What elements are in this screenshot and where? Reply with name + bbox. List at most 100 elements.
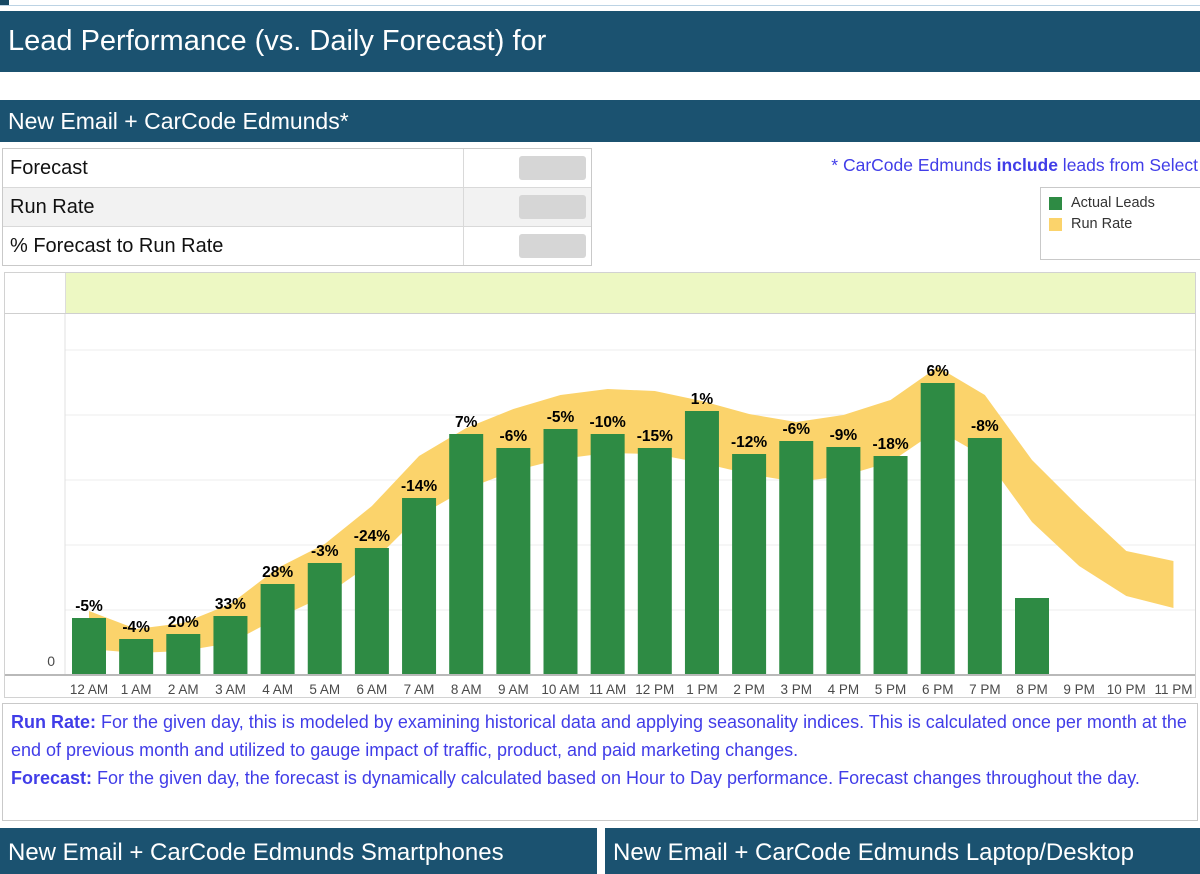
x-tick-label: 8 PM bbox=[1016, 682, 1048, 697]
bar-2-pm[interactable] bbox=[732, 454, 767, 675]
bar-label: -8% bbox=[971, 418, 999, 435]
x-tick-label: 1 PM bbox=[686, 682, 718, 697]
x-tick-label: 11 PM bbox=[1154, 682, 1192, 697]
bar-label: 7% bbox=[455, 414, 478, 431]
x-tick-label: 6 AM bbox=[357, 682, 388, 697]
bar-label: 1% bbox=[691, 391, 714, 408]
bar-label: -6% bbox=[500, 428, 528, 445]
footnote-bold: include bbox=[996, 155, 1058, 175]
definitions-note: Run Rate: For the given day, this is mod… bbox=[2, 703, 1198, 821]
x-tick-label: 8 AM bbox=[451, 682, 482, 697]
run-rate-definition: Run Rate: For the given day, this is mod… bbox=[11, 708, 1189, 764]
row-label: % Forecast to Run Rate bbox=[3, 227, 464, 265]
redacted-value bbox=[519, 156, 586, 180]
run-rate-swatch bbox=[1049, 217, 1062, 231]
bar-6-am[interactable] bbox=[354, 548, 389, 675]
bar-label: -24% bbox=[354, 528, 390, 545]
bar-label: -4% bbox=[122, 619, 150, 636]
x-tick-label: 12 AM bbox=[70, 682, 108, 697]
bar-6-pm[interactable] bbox=[920, 383, 955, 675]
bar-5-pm[interactable] bbox=[873, 456, 908, 675]
x-tick-label: 2 PM bbox=[733, 682, 765, 697]
bar-label: -18% bbox=[872, 436, 908, 453]
bar-11-am[interactable] bbox=[590, 434, 625, 675]
top-divider-line bbox=[0, 5, 1200, 6]
bar-label: 20% bbox=[168, 614, 199, 631]
x-tick-label: 11 AM bbox=[589, 682, 626, 697]
table-row-pct-forecast-to-run-rate: % Forecast to Run Rate bbox=[3, 227, 591, 265]
x-tick-label: 12 PM bbox=[635, 682, 674, 697]
footnote-prefix: * CarCode Edmunds bbox=[831, 155, 997, 175]
x-tick-label: 10 PM bbox=[1107, 682, 1146, 697]
bar-3-am[interactable] bbox=[213, 616, 248, 675]
footnote-suffix: leads from Select bbox=[1057, 155, 1198, 175]
bar-5-am[interactable] bbox=[307, 563, 342, 675]
summary-table: Forecast Run Rate % Forecast to Run Rate bbox=[2, 148, 592, 266]
chart-legend: Actual Leads Run Rate bbox=[1040, 187, 1200, 260]
bar-4-am[interactable] bbox=[260, 584, 295, 675]
x-tick-label: 5 AM bbox=[309, 682, 340, 697]
redacted-value bbox=[519, 234, 586, 258]
x-tick-label: 1 AM bbox=[121, 682, 152, 697]
x-tick-label: 6 PM bbox=[922, 682, 954, 697]
bar-12-am[interactable] bbox=[72, 618, 106, 675]
bar-7-am[interactable] bbox=[402, 498, 437, 675]
bar-label: -5% bbox=[547, 409, 575, 426]
bar-8-pm[interactable] bbox=[1015, 598, 1049, 675]
bar-1-pm[interactable] bbox=[684, 411, 719, 675]
bar-label: 28% bbox=[262, 564, 293, 581]
chart-corner-cell bbox=[5, 273, 66, 313]
bar-label: -9% bbox=[830, 427, 858, 444]
row-label: Forecast bbox=[3, 149, 464, 187]
x-tick-label: 2 AM bbox=[168, 682, 199, 697]
x-tick-label: 4 AM bbox=[262, 682, 293, 697]
x-tick-label: 7 PM bbox=[969, 682, 1001, 697]
actual-leads-swatch bbox=[1049, 196, 1062, 210]
legend-label: Actual Leads bbox=[1071, 195, 1155, 211]
table-row-run-rate: Run Rate bbox=[3, 188, 591, 227]
x-tick-label: 3 PM bbox=[780, 682, 812, 697]
redacted-value bbox=[519, 195, 586, 219]
chart-header-row bbox=[5, 273, 1195, 314]
legend-item-actual-leads[interactable]: Actual Leads bbox=[1049, 195, 1200, 211]
bar-3-pm[interactable] bbox=[779, 441, 814, 675]
legend-label: Run Rate bbox=[1071, 216, 1133, 232]
x-tick-label: 4 PM bbox=[828, 682, 860, 697]
bar-10-am[interactable] bbox=[543, 429, 578, 675]
x-tick-label: 7 AM bbox=[404, 682, 435, 697]
run-rate-band[interactable] bbox=[89, 367, 1174, 653]
chart-svg: -5% -4% 20% 33% 28% -3% -24% -14% 7% -6% -5% -10% -1… bbox=[5, 314, 1195, 697]
row-value-cell bbox=[464, 227, 591, 265]
row-label: Run Rate bbox=[3, 188, 464, 226]
top-left-artifact bbox=[0, 0, 9, 6]
y-tick-zero: 0 bbox=[47, 653, 55, 669]
forecast-definition: Forecast: For the given day, the forecas… bbox=[11, 764, 1189, 792]
chart-highlight-band bbox=[66, 273, 1195, 313]
x-tick-label: 10 AM bbox=[541, 682, 579, 697]
bar-7-pm[interactable] bbox=[967, 438, 1002, 675]
bar-9-am[interactable] bbox=[496, 448, 531, 675]
run-rate-term: Run Rate: bbox=[11, 712, 96, 732]
section-title: New Email + CarCode Edmunds* bbox=[0, 100, 1200, 142]
bar-label: -10% bbox=[590, 414, 626, 431]
bar-label: 6% bbox=[926, 363, 949, 380]
bar-2-am[interactable] bbox=[166, 634, 201, 675]
bar-label: -6% bbox=[782, 421, 810, 438]
tab-smartphones[interactable]: New Email + CarCode Edmunds Smartphones bbox=[0, 828, 597, 874]
bar-4-pm[interactable] bbox=[826, 447, 861, 675]
x-tick-label: 5 PM bbox=[875, 682, 907, 697]
tab-laptop-desktop[interactable]: New Email + CarCode Edmunds Laptop/Deskt… bbox=[605, 828, 1200, 874]
table-row-forecast: Forecast bbox=[3, 149, 591, 188]
bar-label: -15% bbox=[637, 428, 673, 445]
bar-1-am[interactable] bbox=[119, 639, 154, 675]
run-rate-text: For the given day, this is modeled by ex… bbox=[11, 712, 1187, 760]
bar-12-pm[interactable] bbox=[637, 448, 672, 675]
row-value-cell bbox=[464, 149, 591, 187]
legend-item-run-rate[interactable]: Run Rate bbox=[1049, 216, 1200, 232]
bar-8-am[interactable] bbox=[449, 434, 484, 675]
hourly-performance-chart: -5% -4% 20% 33% 28% -3% -24% -14% 7% -6% -5% -10% -1… bbox=[4, 272, 1196, 698]
bar-label: 33% bbox=[215, 596, 246, 613]
bar-label: -12% bbox=[731, 434, 767, 451]
x-tick-label: 9 PM bbox=[1063, 682, 1095, 697]
